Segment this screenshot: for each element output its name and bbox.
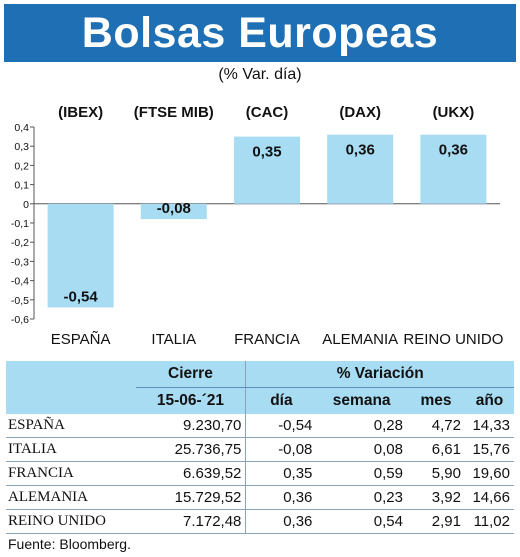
bar bbox=[47, 203, 114, 308]
cell-dia: 0,36 bbox=[245, 509, 317, 534]
index-label: (DAX) bbox=[339, 104, 381, 121]
x-tick-label: REINO UNIDO bbox=[403, 331, 503, 348]
chart-title: Bolsas Europeas bbox=[81, 8, 439, 57]
cell-mes: 2,91 bbox=[406, 509, 465, 534]
cell-dia: -0,54 bbox=[245, 414, 317, 438]
cell-name: ESPAÑA bbox=[6, 414, 136, 438]
cell-ano: 14,66 bbox=[464, 485, 514, 510]
bar-chart: 0,4 0,3 0,2 0,1 0 -0,1 -0,2 -0,3 -0,4 -0,5 -0,6 -0,… bbox=[11, 104, 504, 348]
y-tick-label: -0,3 bbox=[11, 256, 29, 268]
table-header-date: 15-06-´21 bbox=[135, 387, 246, 414]
cell-semana: 0,08 bbox=[316, 437, 407, 462]
table-row: ALEMANIA 15.729,52 0,36 0,23 3,92 14,66 bbox=[6, 485, 514, 510]
cell-dia: 0,36 bbox=[245, 485, 317, 510]
data-label: -0,08 bbox=[157, 200, 191, 217]
y-tick-label: 0 bbox=[23, 199, 29, 211]
table-header-blank-2 bbox=[6, 387, 136, 414]
data-table: Cierre % Variación 15-06-´21 día semana … bbox=[6, 361, 514, 534]
cell-cierre: 15.729,52 bbox=[135, 485, 246, 510]
cell-cierre: 7.172,48 bbox=[135, 509, 246, 534]
table-row: ITALIA 25.736,75 -0,08 0,08 6,61 15,76 bbox=[6, 437, 514, 462]
title-bar: Bolsas Europeas bbox=[4, 4, 516, 62]
x-tick-label: ALEMANIA bbox=[322, 331, 398, 348]
data-label: 0,35 bbox=[252, 144, 281, 161]
x-tick-label: FRANCIA bbox=[234, 331, 300, 348]
table-header-semana: semana bbox=[316, 387, 407, 414]
table-header-ano: año bbox=[464, 387, 514, 414]
cell-cierre: 9.230,70 bbox=[135, 414, 246, 438]
bar bbox=[234, 136, 300, 204]
table-row: FRANCIA 6.639,52 0,35 0,59 5,90 19,60 bbox=[6, 461, 514, 486]
cell-dia: 0,35 bbox=[245, 461, 317, 486]
bar bbox=[327, 134, 394, 204]
x-tick-label: ESPAÑA bbox=[51, 331, 111, 348]
cell-semana: 0,28 bbox=[316, 414, 407, 438]
y-tick-label: -0,5 bbox=[11, 295, 29, 307]
cell-name: ITALIA bbox=[6, 437, 136, 462]
y-tick-label: 0,2 bbox=[14, 160, 29, 172]
y-tick-label: -0,4 bbox=[11, 276, 29, 288]
cell-ano: 14,33 bbox=[464, 414, 514, 438]
table-row: ESPAÑA 9.230,70 -0,54 0,28 4,72 14,33 bbox=[6, 414, 514, 438]
cell-mes: 5,90 bbox=[406, 461, 465, 486]
index-label: (FTSE MIB) bbox=[134, 104, 214, 121]
y-tick-label: -0,2 bbox=[11, 237, 29, 249]
y-tick-label: 0,1 bbox=[14, 180, 29, 192]
cell-name: ALEMANIA bbox=[6, 485, 136, 510]
index-label: (CAC) bbox=[246, 104, 289, 121]
table-header-mes: mes bbox=[406, 387, 465, 414]
table-header-cierre: Cierre bbox=[135, 361, 246, 388]
index-label: (IBEX) bbox=[58, 104, 103, 121]
cell-dia: -0,08 bbox=[245, 437, 317, 462]
cell-mes: 3,92 bbox=[406, 485, 465, 510]
cell-name: FRANCIA bbox=[6, 461, 136, 486]
cell-ano: 19,60 bbox=[464, 461, 514, 486]
cell-semana: 0,54 bbox=[316, 509, 407, 534]
y-tick-label: -0,1 bbox=[11, 218, 29, 230]
x-tick-label: ITALIA bbox=[151, 331, 196, 348]
table-header-dia: día bbox=[245, 387, 317, 414]
table-header-variacion: % Variación bbox=[245, 361, 514, 388]
y-tick-label: 0,4 bbox=[14, 122, 29, 134]
y-tick-label: 0,3 bbox=[14, 141, 29, 153]
bar bbox=[420, 134, 487, 204]
cell-ano: 15,76 bbox=[464, 437, 514, 462]
cell-ano: 11,02 bbox=[464, 509, 514, 534]
source-note: Fuente: Bloomberg. bbox=[8, 536, 131, 552]
cell-mes: 6,61 bbox=[406, 437, 465, 462]
chart-subtitle: (% Var. día) bbox=[218, 66, 302, 83]
cell-cierre: 6.639,52 bbox=[135, 461, 246, 486]
index-label: (UKX) bbox=[433, 104, 475, 121]
cell-semana: 0,23 bbox=[316, 485, 407, 510]
data-label: 0,36 bbox=[439, 142, 468, 159]
cell-mes: 4,72 bbox=[406, 414, 465, 438]
data-label: 0,36 bbox=[346, 142, 375, 159]
cell-name: REINO UNIDO bbox=[6, 509, 136, 534]
table-row: REINO UNIDO 7.172,48 0,36 0,54 2,91 11,02 bbox=[6, 509, 514, 534]
cell-semana: 0,59 bbox=[316, 461, 407, 486]
table-header-blank bbox=[6, 361, 136, 388]
data-label: -0,54 bbox=[63, 288, 98, 305]
bar bbox=[140, 203, 207, 220]
cell-cierre: 25.736,75 bbox=[135, 437, 246, 462]
y-tick-label: -0,6 bbox=[11, 314, 29, 326]
